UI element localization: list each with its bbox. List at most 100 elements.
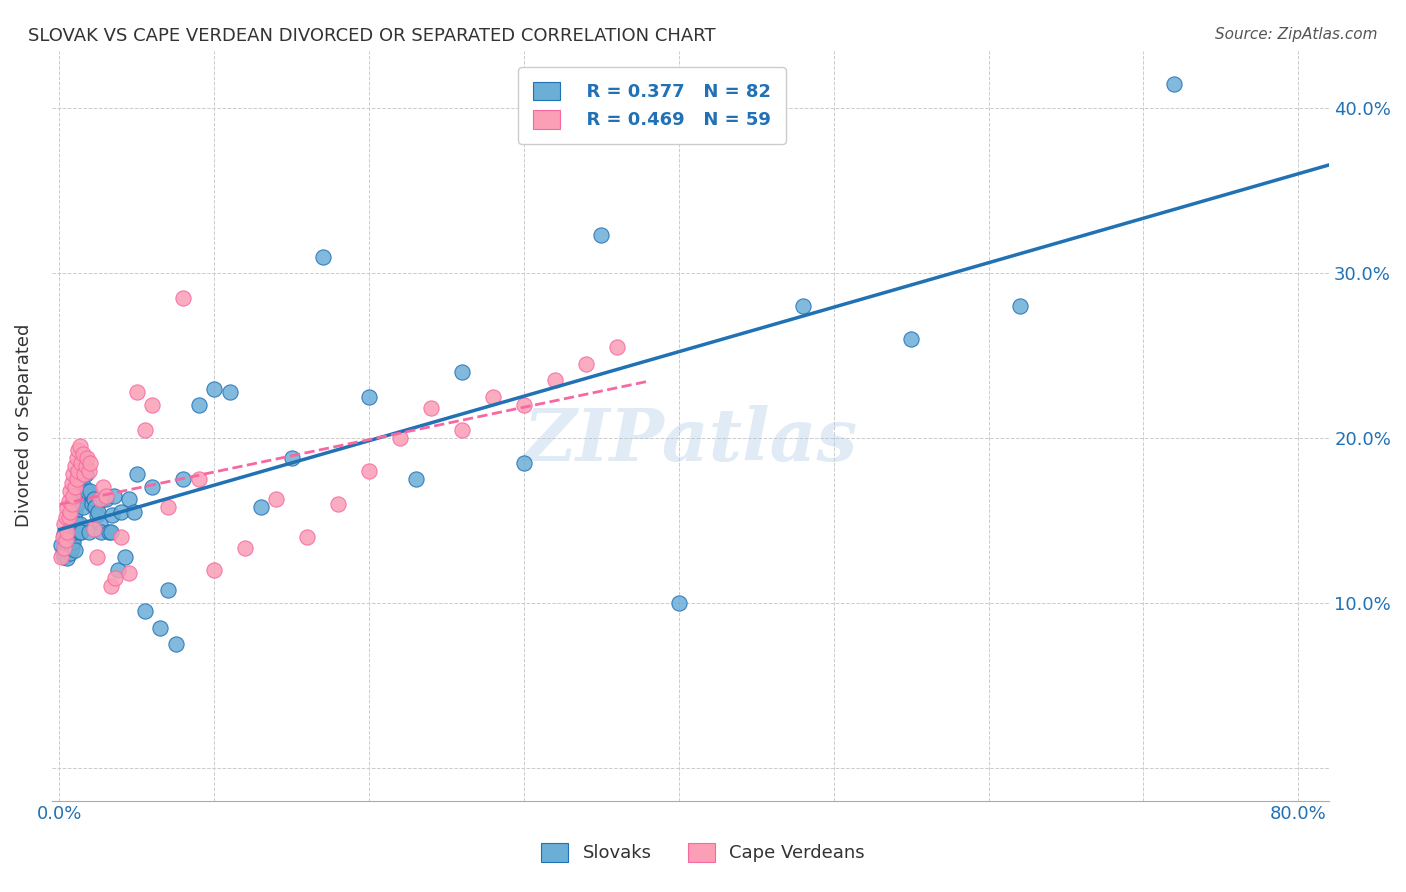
Text: Source: ZipAtlas.com: Source: ZipAtlas.com — [1215, 27, 1378, 42]
Point — [187, 472, 209, 486]
Point — [52, 546, 75, 560]
Point — [110, 530, 132, 544]
Point — [125, 384, 148, 399]
Point — [65, 516, 87, 531]
Point — [67, 467, 90, 482]
Point — [65, 497, 87, 511]
Point — [405, 472, 427, 486]
Point — [104, 571, 127, 585]
Point — [72, 500, 94, 515]
Point — [89, 516, 111, 531]
Point — [91, 480, 114, 494]
Point — [156, 582, 179, 597]
Point — [70, 524, 93, 539]
Point — [668, 596, 690, 610]
Point — [72, 448, 94, 462]
Text: SLOVAK VS CAPE VERDEAN DIVORCED OR SEPARATED CORRELATION CHART: SLOVAK VS CAPE VERDEAN DIVORCED OR SEPAR… — [28, 27, 716, 45]
Point — [56, 500, 79, 515]
Point — [55, 533, 77, 548]
Point — [60, 526, 83, 541]
Point — [165, 637, 187, 651]
Point — [134, 423, 156, 437]
Point — [60, 475, 83, 490]
Point — [56, 524, 79, 539]
Point — [122, 505, 145, 519]
Point — [606, 340, 628, 354]
Point — [65, 450, 87, 465]
Point — [69, 516, 91, 531]
Point — [86, 508, 108, 523]
Point — [513, 456, 536, 470]
Point — [63, 543, 86, 558]
Point — [58, 493, 80, 508]
Point — [83, 522, 105, 536]
Point — [110, 505, 132, 519]
Point — [141, 398, 163, 412]
Point — [389, 431, 412, 445]
Point — [118, 566, 141, 581]
Point — [63, 505, 86, 519]
Point — [202, 382, 225, 396]
Point — [63, 513, 86, 527]
Point — [59, 483, 82, 498]
Point — [75, 458, 97, 473]
Point — [67, 489, 90, 503]
Point — [187, 398, 209, 412]
Point — [266, 491, 288, 506]
Point — [49, 549, 72, 564]
Point — [59, 546, 82, 560]
Point — [62, 534, 84, 549]
Point — [80, 497, 103, 511]
Point — [70, 483, 93, 498]
Point — [101, 508, 124, 523]
Point — [53, 526, 76, 541]
Point — [73, 450, 96, 465]
Point — [63, 458, 86, 473]
Point — [312, 250, 335, 264]
Point — [65, 472, 87, 486]
Point — [59, 505, 82, 519]
Point — [56, 551, 79, 566]
Point — [118, 491, 141, 506]
Point — [52, 530, 75, 544]
Point — [91, 491, 114, 506]
Point — [62, 489, 84, 503]
Point — [73, 467, 96, 482]
Point — [55, 510, 77, 524]
Point — [53, 516, 76, 531]
Point — [70, 456, 93, 470]
Point — [58, 533, 80, 548]
Point — [63, 480, 86, 494]
Point — [49, 538, 72, 552]
Point — [58, 510, 80, 524]
Point — [359, 464, 381, 478]
Point — [172, 291, 194, 305]
Y-axis label: Divorced or Separated: Divorced or Separated — [15, 324, 32, 527]
Point — [591, 228, 613, 243]
Point — [451, 365, 474, 379]
Point — [53, 541, 76, 556]
Point — [249, 500, 271, 515]
Point — [141, 480, 163, 494]
Point — [62, 530, 84, 544]
Point — [77, 464, 100, 478]
Point — [420, 401, 443, 416]
Point — [513, 398, 536, 412]
Point — [172, 472, 194, 486]
Point — [62, 516, 84, 531]
Point — [156, 500, 179, 515]
Point — [75, 467, 97, 482]
Point — [233, 541, 256, 556]
Point — [1163, 77, 1185, 91]
Point — [89, 491, 111, 506]
Point — [67, 442, 90, 457]
Point — [83, 491, 105, 506]
Point — [62, 467, 84, 482]
Point — [73, 480, 96, 494]
Point — [76, 450, 98, 465]
Point — [60, 533, 83, 548]
Point — [84, 500, 107, 515]
Legend:   R = 0.377   N = 82,   R = 0.469   N = 59: R = 0.377 N = 82, R = 0.469 N = 59 — [519, 67, 786, 144]
Point — [55, 533, 77, 548]
Point — [77, 524, 100, 539]
